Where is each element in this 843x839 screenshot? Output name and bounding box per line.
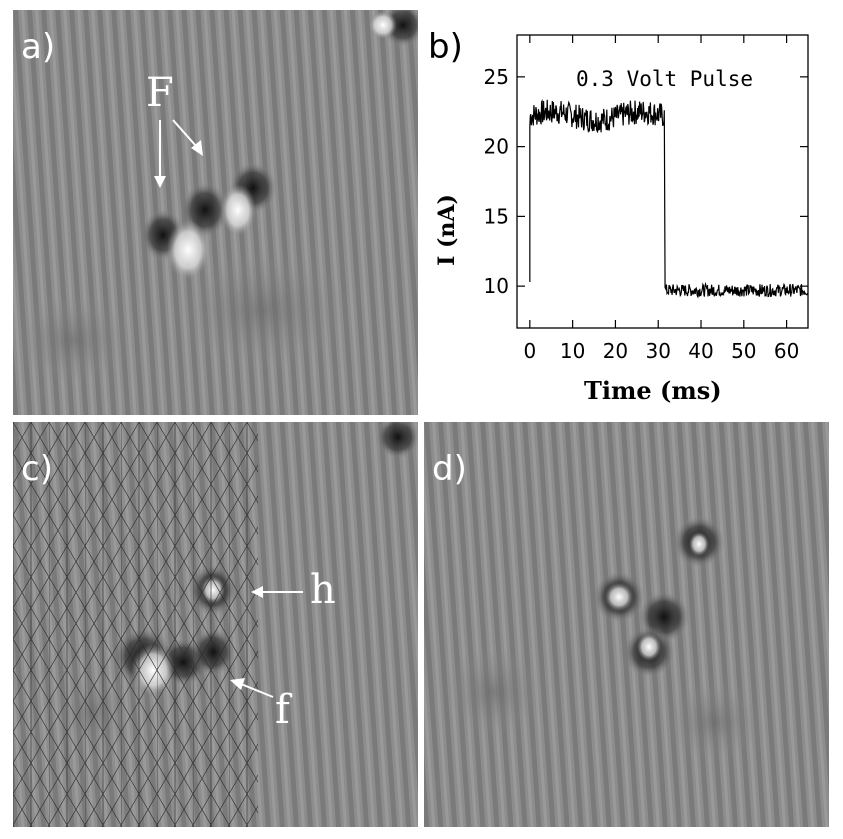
- chart-title: 0.3 Volt Pulse: [576, 67, 753, 91]
- chart-ticks: 0 10 20 30 40 50 60 10 15 20 25: [484, 35, 808, 363]
- arrow-f-right: [172, 119, 197, 147]
- y-tick-label: 20: [484, 135, 509, 159]
- x-tick-label: 10: [560, 339, 585, 363]
- panel-label-a: a): [21, 27, 56, 67]
- lattice-overlay: [13, 422, 258, 827]
- x-tick-label: 60: [774, 339, 799, 363]
- stm-image-a-graphic: [13, 10, 418, 415]
- y-tick-label: 25: [484, 65, 509, 89]
- x-tick-label: 20: [603, 339, 628, 363]
- plot-frame: [516, 34, 809, 329]
- stm-image-d: d): [424, 422, 829, 827]
- y-tick-label: 15: [484, 204, 509, 228]
- y-axis-label: I (nA): [434, 194, 460, 266]
- x-tick-label: 50: [731, 339, 756, 363]
- stm-image-d-graphic: [424, 422, 829, 827]
- x-tick-label: 40: [688, 339, 713, 363]
- panel-label-b: b): [428, 27, 463, 67]
- annotation-f-upper: F: [146, 70, 174, 116]
- annotation-f: f: [275, 687, 290, 733]
- stm-image-c-graphic: [13, 422, 418, 827]
- x-axis-label: Time (ms): [584, 376, 722, 405]
- chart-axes: [516, 34, 809, 329]
- annotation-h: h: [310, 567, 336, 613]
- panel-label-d: d): [432, 449, 467, 489]
- current-trace: [529, 98, 809, 299]
- y-tick-label: 10: [484, 274, 509, 298]
- arrow-f: [240, 683, 274, 698]
- stm-image-c: c) h f: [13, 422, 418, 827]
- current-pulse-chart: 0 10 20 30 40 50 60 10 15 20 25 0.3 Volt Pulse Tim…: [420, 10, 843, 420]
- stm-image-a: a) F: [13, 10, 418, 415]
- x-tick-label: 0: [523, 339, 536, 363]
- panel-label-c: c): [21, 449, 53, 489]
- chart-svg: 0 10 20 30 40 50 60 10 15 20 25 0.3 Volt Pulse Tim…: [434, 34, 809, 405]
- x-tick-label: 30: [645, 339, 670, 363]
